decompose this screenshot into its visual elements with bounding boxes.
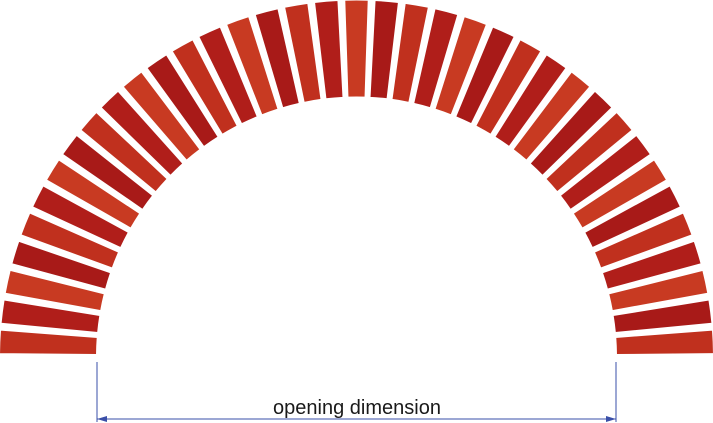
arch-brick xyxy=(455,26,515,125)
arch-brick xyxy=(314,0,344,100)
arch-brick xyxy=(475,39,542,135)
arch-brick xyxy=(391,2,429,103)
arch-brick xyxy=(615,329,713,356)
arch-brick xyxy=(284,2,322,103)
arch-brick xyxy=(122,71,201,161)
arch-brick xyxy=(494,54,567,148)
arch-brick xyxy=(146,54,219,148)
arch-brick xyxy=(4,269,105,312)
arch-brick xyxy=(11,240,112,290)
arch-brick xyxy=(369,0,399,100)
arch-brick xyxy=(45,159,141,229)
arch-brick xyxy=(100,90,184,177)
brick-arch xyxy=(0,0,713,356)
arch-brick xyxy=(225,16,279,116)
arch-brick xyxy=(608,269,709,312)
arch-brick xyxy=(545,111,633,193)
arch-brick xyxy=(20,212,120,269)
arch-brick xyxy=(31,185,129,249)
arch-brick xyxy=(584,185,682,249)
arch-brick xyxy=(198,26,258,125)
arch-brick xyxy=(0,329,98,356)
arch-brick xyxy=(80,111,168,193)
arch-brick xyxy=(61,134,154,211)
arch-brick xyxy=(344,0,369,98)
arch-brick xyxy=(171,39,238,135)
arch-brick xyxy=(559,134,652,211)
dimension-label: opening dimension xyxy=(273,397,441,419)
opening-dimension: opening dimension xyxy=(96,362,617,422)
arch-brick xyxy=(0,299,101,334)
arch-brick xyxy=(413,8,459,109)
arch-brick xyxy=(434,16,488,116)
arch-brick xyxy=(572,159,668,229)
arch-brick xyxy=(512,71,591,161)
arch-brick xyxy=(612,299,713,334)
dimension-arrow-left xyxy=(97,416,107,422)
arch-brick xyxy=(593,212,693,269)
dimension-arrow-right xyxy=(606,416,616,422)
arch-brick xyxy=(529,90,613,177)
arch-brick xyxy=(254,8,300,109)
arch-brick xyxy=(601,240,702,290)
